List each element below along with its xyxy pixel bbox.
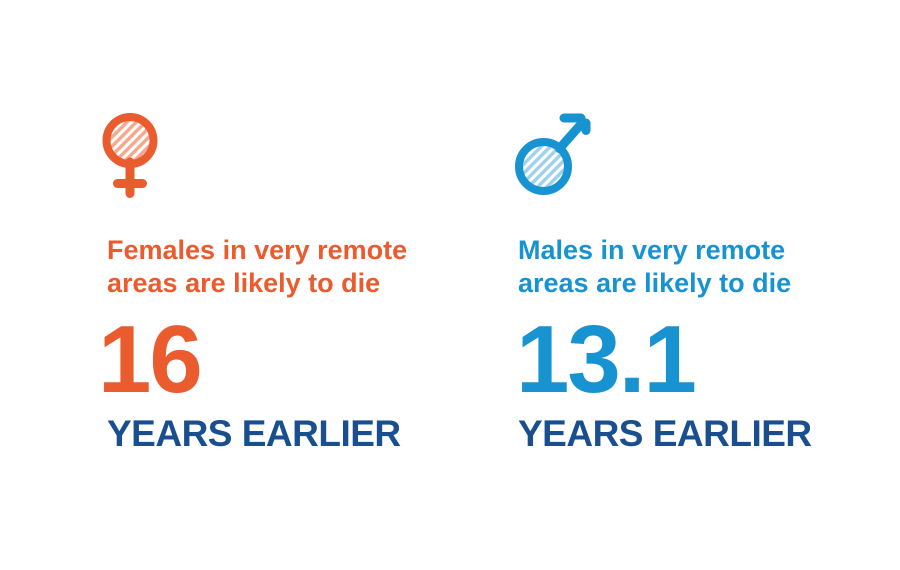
male-icon-arrow-shaft (555, 122, 584, 153)
stat-description-females: Females in very remote areas are likely … (107, 234, 407, 300)
stat-unit-label-females: YEARS EARLIER (107, 413, 401, 454)
male-symbol-icon (515, 113, 591, 195)
male-icon-hatched-circle (522, 145, 565, 188)
male-icon-ring (515, 138, 572, 195)
stat-description-line: Females in very remote (107, 235, 408, 265)
stat-unit-label-males: YEARS EARLIER (518, 413, 812, 454)
female-icon-hatched-circle (109, 120, 151, 161)
stat-description-males: Males in very remote areas are likely to… (518, 234, 791, 300)
stat-description-line: Males in very remote (518, 235, 786, 265)
stat-value-females: 16 (98, 306, 203, 413)
female-symbol-icon (102, 113, 158, 198)
stat-description-line: areas are likely to die (518, 268, 792, 298)
stat-description-line: areas are likely to die (107, 268, 381, 298)
stat-value-males: 13.1 (516, 306, 697, 413)
